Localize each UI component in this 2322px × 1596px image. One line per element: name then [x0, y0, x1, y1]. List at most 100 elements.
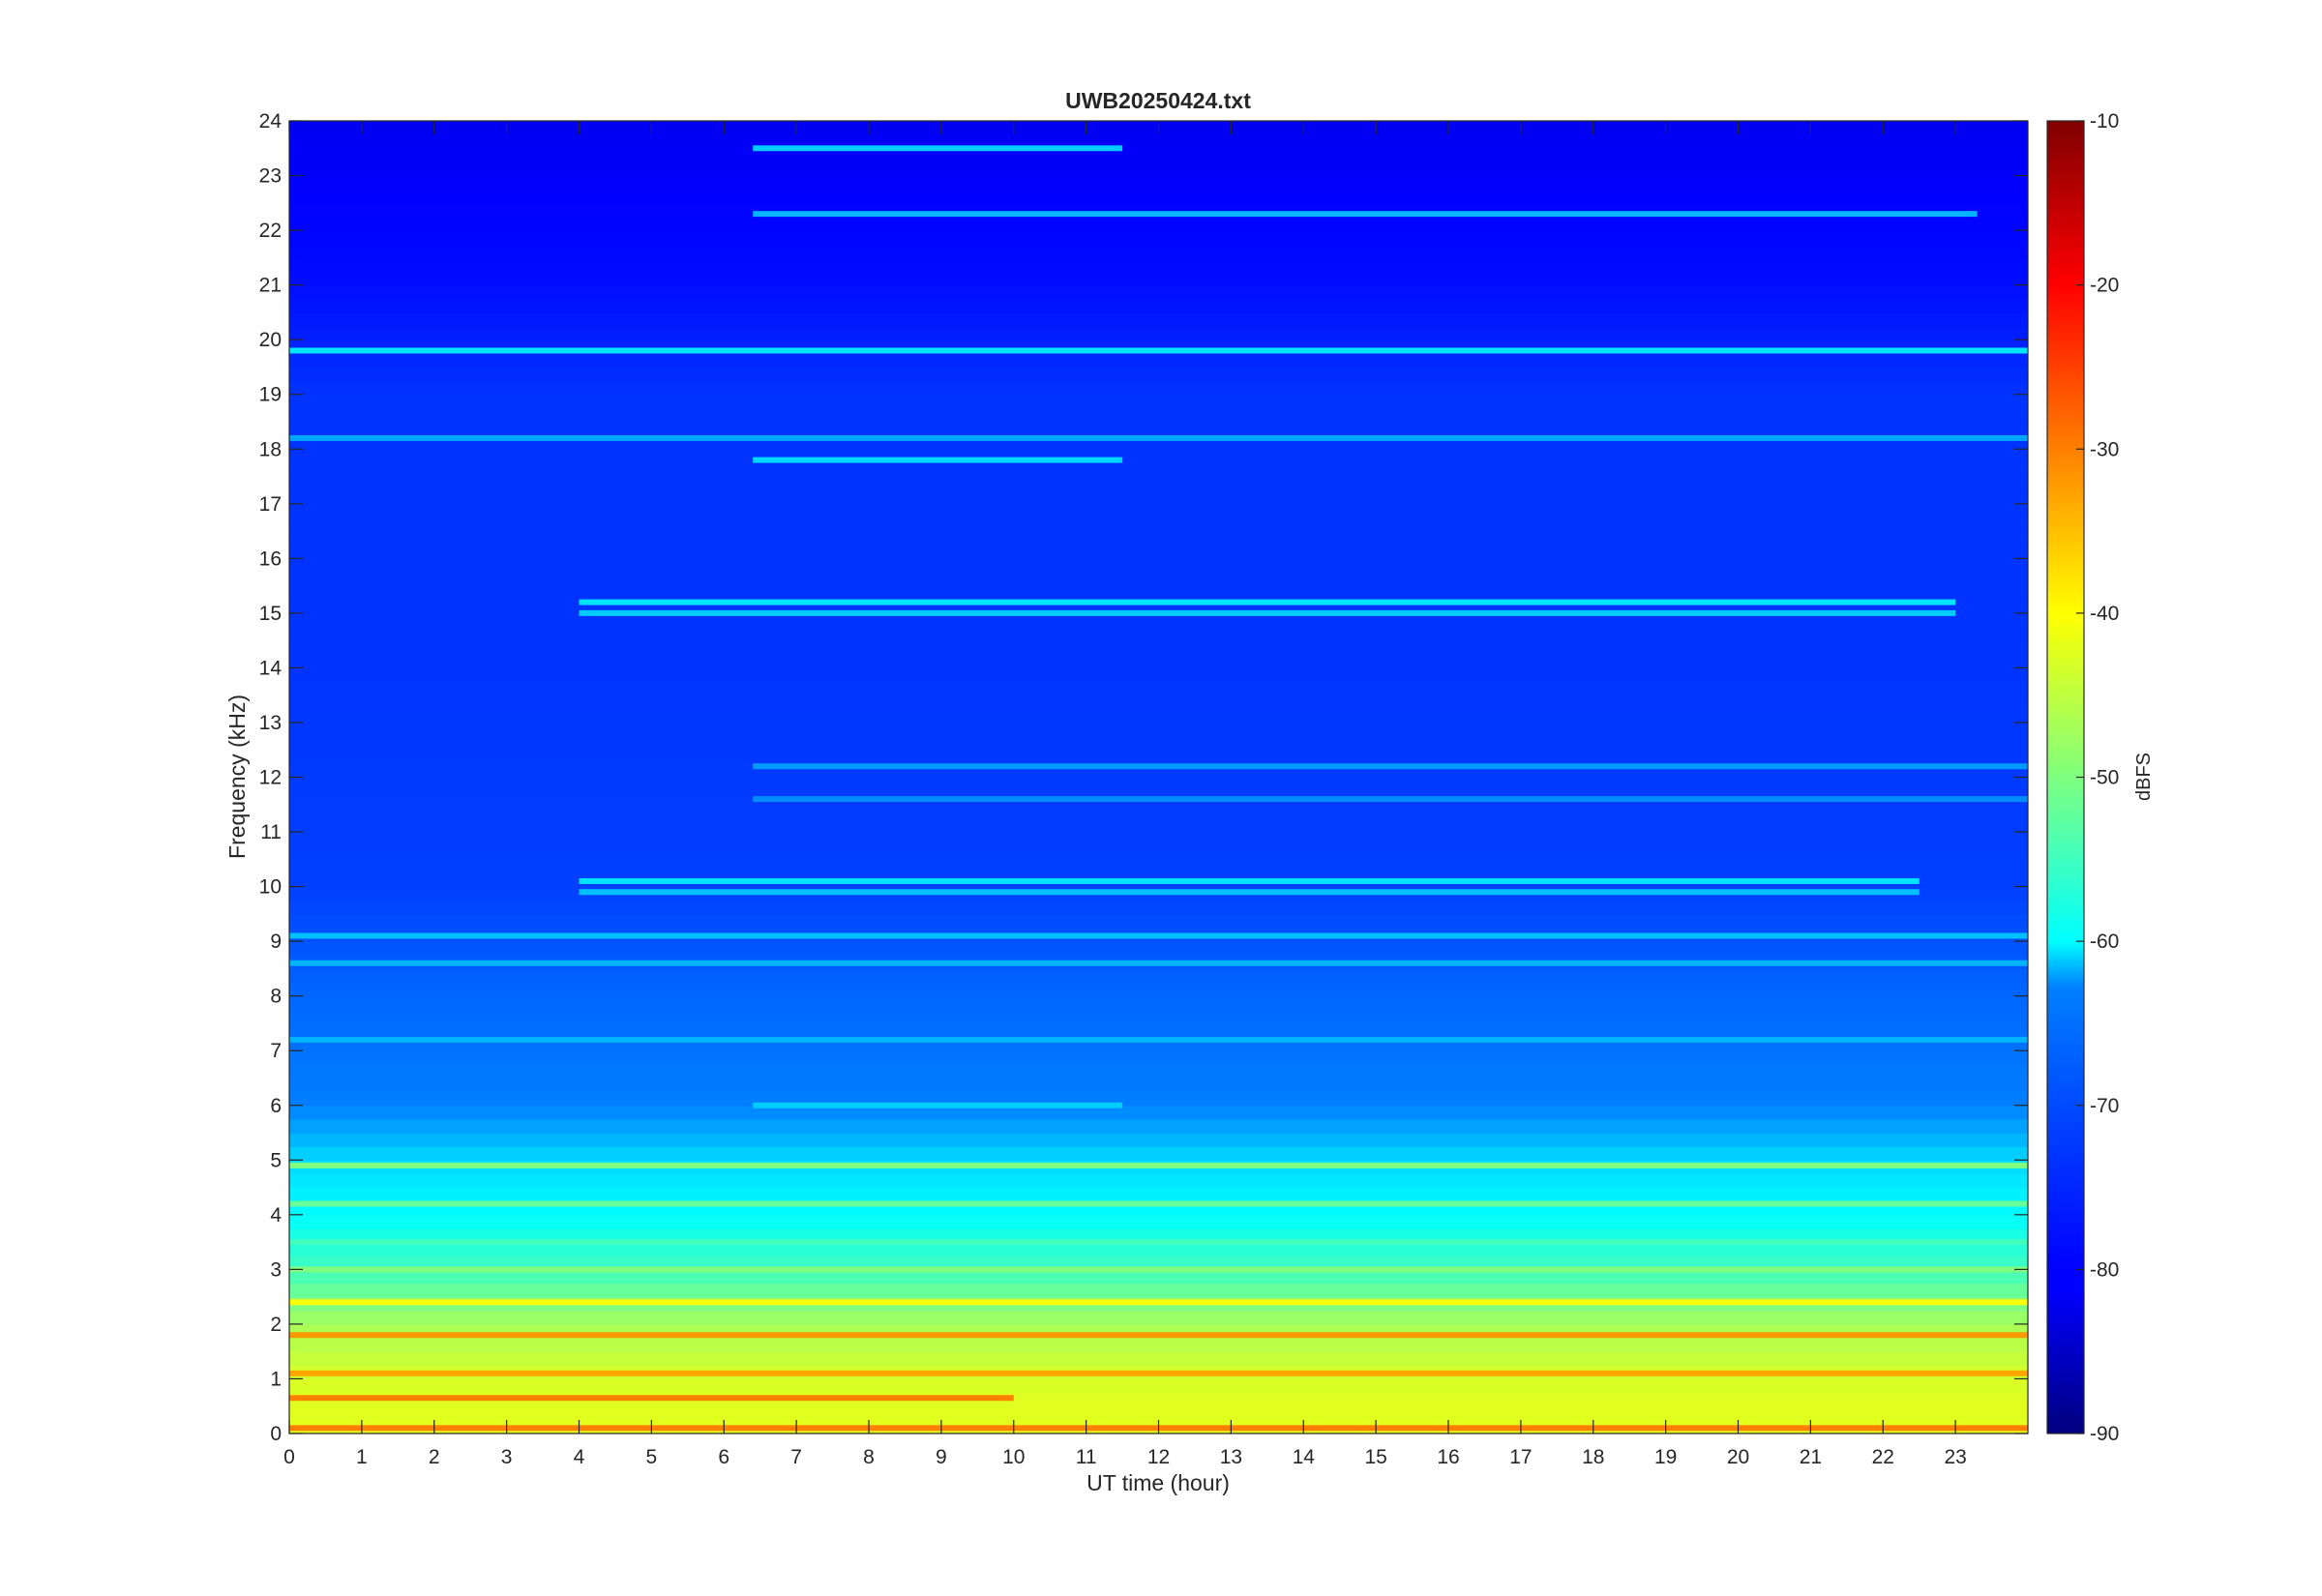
frequency-band — [289, 517, 2028, 532]
y-tick-label: 16 — [259, 547, 282, 570]
y-tick-label: 20 — [259, 329, 282, 351]
narrowband-line — [289, 1162, 2028, 1168]
frequency-band — [289, 189, 2028, 204]
frequency-band — [289, 941, 2028, 956]
frequency-band — [289, 1269, 2028, 1285]
colorbar-tick-label: -50 — [2090, 767, 2119, 789]
x-tick-label: 13 — [1220, 1446, 1242, 1468]
narrowband-line — [289, 960, 2028, 966]
frequency-band — [289, 216, 2028, 231]
narrowband-line — [753, 763, 2029, 770]
frequency-band — [289, 627, 2028, 641]
frequency-band — [289, 1283, 2028, 1298]
frequency-band — [289, 134, 2028, 149]
frequency-band — [289, 175, 2028, 191]
y-tick-label: 3 — [270, 1258, 282, 1281]
frequency-band — [289, 777, 2028, 792]
frequency-band — [289, 845, 2028, 860]
frequency-band — [289, 667, 2028, 683]
x-tick-label: 1 — [356, 1446, 368, 1468]
frequency-band — [289, 489, 2028, 505]
narrowband-line — [753, 145, 1123, 152]
y-tick-label: 17 — [259, 493, 282, 516]
y-tick-label: 5 — [270, 1149, 282, 1171]
narrowband-line — [579, 877, 1920, 884]
frequency-band — [289, 722, 2028, 737]
colorbar-tick-label: -90 — [2090, 1423, 2119, 1445]
frequency-band — [289, 982, 2028, 997]
y-tick-label: 2 — [270, 1314, 282, 1336]
frequency-bands — [289, 121, 2028, 1434]
frequency-band — [289, 585, 2028, 601]
colorbar-tick-label: -10 — [2090, 110, 2119, 133]
frequency-band — [289, 1146, 2028, 1161]
frequency-band — [289, 1133, 2028, 1147]
y-tick-label: 24 — [259, 110, 283, 133]
x-tick-label: 4 — [574, 1446, 585, 1468]
x-tick-label: 2 — [429, 1446, 440, 1468]
x-tick-label: 16 — [1437, 1446, 1459, 1468]
narrowband-line — [753, 211, 1978, 218]
x-tick-label: 3 — [501, 1446, 513, 1468]
y-tick-label: 4 — [270, 1204, 282, 1227]
y-tick-label: 18 — [259, 438, 282, 460]
frequency-band — [289, 1351, 2028, 1366]
frequency-band — [289, 708, 2028, 724]
frequency-band — [289, 1378, 2028, 1394]
colorbar-tick-label: -80 — [2090, 1258, 2119, 1281]
frequency-band — [289, 681, 2028, 696]
x-tick-label: 11 — [1076, 1446, 1097, 1468]
narrowband-line — [289, 434, 2028, 441]
y-axis-label: Frequency (kHz) — [224, 695, 250, 859]
x-tick-label: 12 — [1147, 1446, 1170, 1468]
frequency-band — [289, 1078, 2028, 1093]
narrowband-line — [753, 796, 2029, 803]
y-tick-label: 19 — [259, 384, 282, 406]
x-tick-label: 10 — [1002, 1446, 1025, 1468]
narrowband-line — [289, 347, 2028, 354]
frequency-band — [289, 271, 2028, 286]
frequency-band — [289, 736, 2028, 751]
frequency-band — [289, 1187, 2028, 1202]
frequency-band — [289, 913, 2028, 929]
frequency-band — [289, 1256, 2028, 1270]
colorbar-tick-label: -70 — [2090, 1095, 2119, 1117]
narrowband-lines — [289, 145, 2029, 1432]
frequency-band — [289, 1064, 2028, 1079]
frequency-band — [289, 900, 2028, 915]
colorbar-tick-label: -30 — [2090, 438, 2119, 460]
narrowband-line — [289, 1200, 2028, 1207]
frequency-band — [289, 148, 2028, 163]
x-tick-label: 18 — [1582, 1446, 1604, 1468]
frequency-band — [289, 832, 2028, 846]
frequency-band — [289, 1105, 2028, 1120]
x-tick-label: 19 — [1654, 1446, 1677, 1468]
frequency-band — [289, 326, 2028, 340]
frequency-band — [289, 284, 2028, 300]
narrowband-line — [579, 609, 1956, 616]
frequency-band — [289, 531, 2028, 546]
x-axis-ticks: 0 1 2 3 4 5 6 7 8 9 10 11 12 13 14 15 16 17 18 19 20 21 22 23 — [283, 121, 1967, 1468]
narrowband-line — [289, 1332, 2028, 1339]
x-tick-label: 8 — [863, 1446, 875, 1468]
frequency-band — [289, 244, 2028, 258]
y-tick-label: 7 — [270, 1040, 282, 1062]
frequency-band — [289, 1227, 2028, 1243]
x-tick-label: 6 — [718, 1446, 729, 1468]
y-tick-label: 8 — [270, 986, 282, 1008]
x-tick-label: 14 — [1293, 1446, 1316, 1468]
narrowband-line — [289, 1239, 2028, 1246]
x-tick-label: 17 — [1509, 1446, 1532, 1468]
x-tick-label: 0 — [283, 1446, 295, 1468]
colorbar-tick-label: -40 — [2090, 603, 2119, 625]
frequency-band — [289, 1242, 2028, 1256]
x-tick-label: 5 — [646, 1446, 658, 1468]
frequency-band — [289, 367, 2028, 382]
colorbar-tick-label: -60 — [2090, 931, 2119, 953]
spectrogram-image — [289, 121, 2029, 1434]
y-tick-label: 10 — [259, 876, 282, 899]
y-tick-label: 0 — [270, 1423, 282, 1445]
frequency-band — [289, 995, 2028, 1011]
frequency-band — [289, 380, 2028, 396]
